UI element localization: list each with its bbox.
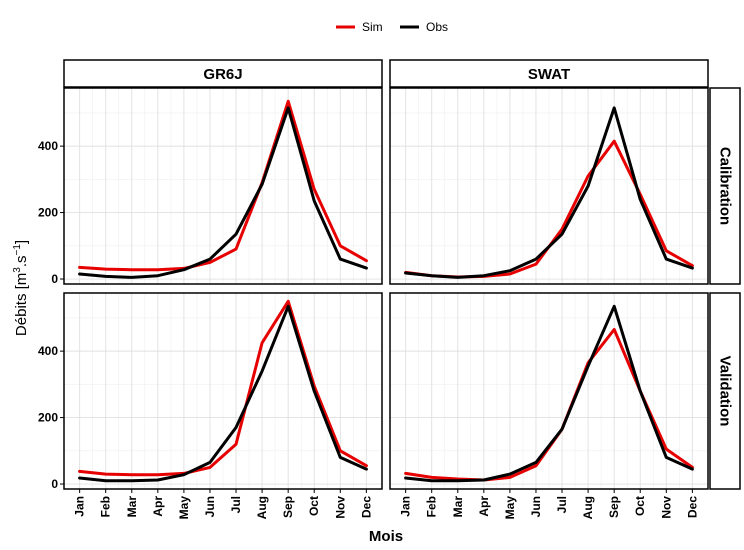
y-axis-title: Débits [m3.s−1]	[12, 240, 30, 336]
strip-label-swat: SWAT	[528, 66, 570, 83]
y-tick-label: 0	[51, 272, 58, 286]
y-axis-title-superscript-2: −1	[12, 244, 23, 256]
series-line-obs	[78, 304, 368, 483]
strip-label-gr6j: GR6J	[203, 66, 242, 83]
series-line-obs	[404, 106, 694, 279]
strip-validation	[709, 292, 741, 490]
panel-border	[63, 87, 383, 285]
strip-gr6j	[63, 59, 383, 88]
y-axis-title-middle: .s	[13, 255, 30, 267]
x-tick-label-oct: Oct	[307, 496, 321, 516]
panel-border	[389, 87, 709, 285]
panel-swat-validation	[389, 292, 709, 490]
panel-border	[389, 292, 709, 490]
x-tick-label-jul: Jul	[229, 496, 243, 513]
x-tick-label-jan: Jan	[399, 496, 413, 517]
x-tick-label-jun: Jun	[203, 496, 217, 517]
x-tick-label-apr: Apr	[477, 496, 491, 517]
panel-gr6j-validation	[63, 292, 383, 490]
x-tick-label-sep: Sep	[607, 496, 621, 518]
panel-border	[63, 292, 383, 490]
y-axis-title-superscript: 3	[12, 267, 23, 273]
series-line-sim	[78, 99, 368, 272]
x-tick-label-sep: Sep	[281, 496, 295, 518]
legend-label-sim: Sim	[362, 20, 383, 34]
legend: Sim Obs	[336, 20, 448, 34]
strip-label-calibration: Calibration	[717, 147, 734, 225]
series-line-obs	[404, 304, 694, 483]
x-tick-label-nov: Nov	[333, 496, 347, 519]
x-tick-label-may: May	[177, 496, 191, 520]
x-tick-label-mar: Mar	[125, 496, 139, 518]
y-tick-label: 200	[38, 206, 58, 220]
x-tick-label-aug: Aug	[255, 496, 269, 519]
x-tick-label-jan: Jan	[73, 496, 87, 517]
x-tick-label-dec: Dec	[685, 496, 699, 518]
y-axis-title-main: Débits [m	[13, 273, 30, 336]
series-line-obs	[78, 106, 368, 279]
x-tick-label-feb: Feb	[99, 496, 113, 517]
tick-labels: 0 200 400 0 200 400 Jan Feb Mar Apr May Jun Jul Aug Se…	[38, 139, 699, 519]
strip-label-validation: Validation	[717, 356, 734, 427]
x-axis-title: Mois	[369, 528, 403, 545]
strips: GR6J SWAT Calibration Validation	[63, 59, 741, 490]
x-tick-label-jun: Jun	[529, 496, 543, 517]
x-tick-label-feb: Feb	[425, 496, 439, 517]
y-tick-label: 200	[38, 411, 58, 425]
x-tick-label-dec: Dec	[359, 496, 373, 518]
panels	[63, 87, 709, 490]
x-tick-label-jul: Jul	[555, 496, 569, 513]
x-tick-label-oct: Oct	[633, 496, 647, 516]
x-tick-label-may: May	[503, 496, 517, 520]
series-line-sim	[78, 299, 368, 477]
strip-calibration	[709, 87, 741, 285]
x-tick-label-apr: Apr	[151, 496, 165, 517]
y-tick-label: 400	[38, 344, 58, 358]
y-tick-label: 400	[38, 139, 58, 153]
x-tick-label-mar: Mar	[451, 496, 465, 518]
y-axis-title-end: ]	[13, 240, 30, 244]
panel-swat-calibration	[389, 87, 709, 285]
x-tick-label-aug: Aug	[581, 496, 595, 519]
x-tick-label-nov: Nov	[659, 496, 673, 519]
legend-label-obs: Obs	[426, 20, 448, 34]
strip-swat	[389, 59, 709, 88]
y-tick-label: 0	[51, 477, 58, 491]
panel-gr6j-calibration	[63, 87, 383, 285]
